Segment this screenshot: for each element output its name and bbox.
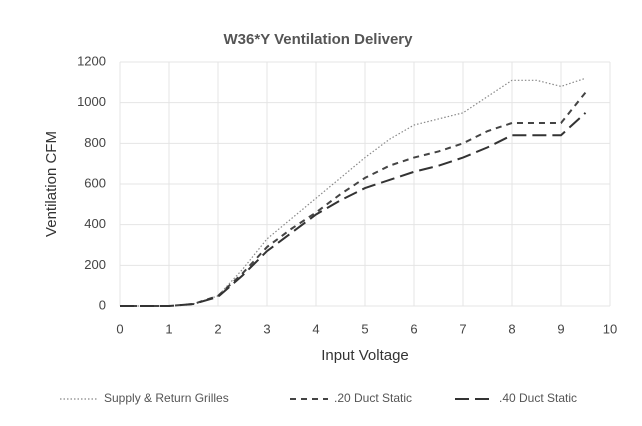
legend-label: Supply & Return Grilles bbox=[104, 391, 229, 405]
chart-title: W36*Y Ventilation Delivery bbox=[224, 31, 414, 48]
y-tick-label: 200 bbox=[84, 257, 106, 272]
x-tick-label: 6 bbox=[410, 321, 417, 336]
x-tick-label: 10 bbox=[603, 321, 617, 336]
x-tick-label: 4 bbox=[312, 321, 319, 336]
x-tick-label: 0 bbox=[116, 321, 123, 336]
x-tick-label: 2 bbox=[214, 321, 221, 336]
y-tick-label: 800 bbox=[84, 135, 106, 150]
y-tick-label: 600 bbox=[84, 175, 106, 190]
x-axis-title: Input Voltage bbox=[321, 347, 409, 364]
legend-label: .20 Duct Static bbox=[334, 391, 412, 405]
legend-label: .40 Duct Static bbox=[499, 391, 577, 405]
x-tick-label: 9 bbox=[557, 321, 564, 336]
x-tick-label: 7 bbox=[459, 321, 466, 336]
y-tick-label: 1200 bbox=[77, 53, 106, 68]
x-tick-label: 3 bbox=[263, 321, 270, 336]
x-tick-label: 8 bbox=[508, 321, 515, 336]
x-tick-label: 1 bbox=[165, 321, 172, 336]
series-line bbox=[120, 91, 587, 307]
x-tick-label: 5 bbox=[361, 321, 368, 336]
y-tick-label: 400 bbox=[84, 216, 106, 231]
y-axis-title: Ventilation CFM bbox=[43, 131, 60, 237]
series-line bbox=[120, 112, 587, 307]
y-tick-label: 0 bbox=[99, 297, 106, 312]
y-tick-label: 1000 bbox=[77, 94, 106, 109]
